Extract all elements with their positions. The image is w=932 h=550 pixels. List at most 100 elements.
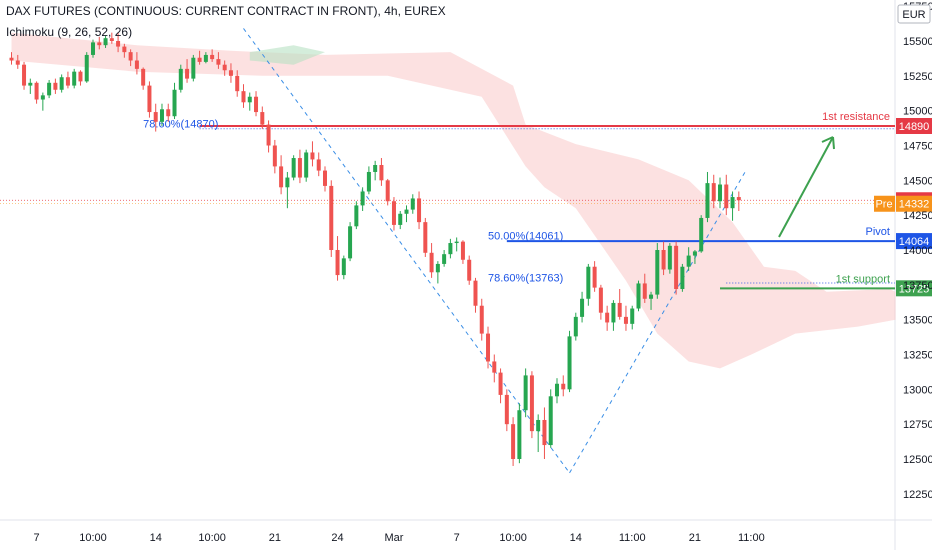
- candle-body: [354, 205, 359, 227]
- candle-body: [235, 75, 240, 92]
- candle-body: [504, 394, 509, 425]
- y-tick-label: 14750: [903, 141, 932, 153]
- candle-body: [91, 42, 96, 55]
- candle-body: [247, 96, 252, 103]
- candle-body: [134, 60, 139, 69]
- candle-body: [178, 68, 183, 90]
- candle-body: [147, 85, 152, 113]
- x-tick-label: 10:00: [79, 532, 107, 544]
- candle-body: [191, 57, 196, 79]
- candle-body: [536, 419, 541, 432]
- candle-body: [172, 89, 177, 117]
- fib-label: 78.60%(14870): [143, 118, 218, 130]
- candle-body: [254, 96, 259, 113]
- candle-body: [166, 109, 171, 117]
- price-tag: [896, 280, 932, 297]
- candle-body: [122, 46, 127, 53]
- x-tick-label: 21: [269, 532, 281, 544]
- candle-body: [348, 226, 353, 259]
- price-tag-label: 14064: [899, 236, 930, 248]
- candle-body: [241, 91, 246, 103]
- candle-body: [730, 197, 735, 209]
- candle-body: [655, 250, 660, 295]
- candle-body: [291, 158, 296, 178]
- y-tick-label: 14500: [903, 175, 932, 187]
- candle-body: [617, 302, 622, 317]
- candle-body: [210, 54, 215, 60]
- level-label: 1st support: [836, 273, 890, 285]
- x-tick-label: 10:00: [198, 532, 226, 544]
- y-tick-label: 12500: [903, 454, 932, 466]
- candle-body: [185, 68, 190, 79]
- candle-body: [116, 41, 121, 47]
- candle-body: [442, 254, 447, 264]
- candle-body: [417, 198, 422, 223]
- candle-body: [360, 191, 365, 206]
- candle-body: [28, 82, 33, 86]
- candle-body: [141, 68, 146, 86]
- candle-body: [304, 152, 309, 178]
- candle-body: [692, 251, 697, 256]
- candle-body: [285, 177, 290, 188]
- candle-body: [605, 312, 610, 323]
- candle-body: [379, 165, 384, 181]
- candle-body: [65, 77, 70, 86]
- candle-body: [680, 266, 685, 290]
- candle-body: [47, 82, 52, 96]
- candle-body: [329, 185, 334, 250]
- candle-body: [523, 375, 528, 411]
- price-tag-label: 14332: [899, 199, 930, 211]
- candle-body: [724, 184, 729, 209]
- y-tick-label: 14000: [903, 245, 932, 257]
- candle-body: [216, 59, 221, 65]
- y-tick-label: 15250: [903, 71, 932, 83]
- candle-body: [529, 375, 534, 432]
- candle-body: [517, 410, 522, 459]
- candle-body: [391, 201, 396, 225]
- x-tick-label: 14: [150, 532, 162, 544]
- x-tick-label: 14: [570, 532, 582, 544]
- candle-body: [366, 171, 371, 192]
- candle-body: [642, 283, 647, 299]
- candle-body: [630, 308, 635, 324]
- y-tick-label: 13500: [903, 315, 932, 327]
- chart-title: DAX FUTURES (CONTINUOUS: CURRENT CONTRAC…: [6, 4, 446, 18]
- candle-body: [97, 42, 102, 46]
- candle-body: [718, 184, 723, 202]
- y-tick-label: 13000: [903, 384, 932, 396]
- candle-body: [623, 316, 628, 324]
- x-tick-label: 11:00: [738, 532, 765, 544]
- candle-body: [128, 52, 133, 61]
- x-tick-label: 24: [331, 532, 343, 544]
- candle-body: [667, 245, 672, 270]
- candle-body: [611, 302, 616, 323]
- candle-body: [573, 316, 578, 337]
- candle-body: [59, 77, 64, 90]
- candle-body: [40, 95, 45, 100]
- candle-body: [159, 109, 164, 122]
- candle-body: [561, 383, 566, 390]
- candle-body: [222, 64, 227, 71]
- candle-body: [341, 258, 346, 276]
- candle-body: [272, 145, 277, 167]
- level-label: 1st resistance: [822, 111, 890, 123]
- candle-body: [542, 419, 547, 446]
- y-tick-label: 13750: [903, 280, 932, 292]
- price-tag: [896, 117, 932, 134]
- candle-body: [9, 57, 14, 61]
- candle-body: [197, 57, 202, 62]
- y-tick-label: 14250: [903, 210, 932, 222]
- candle-body: [580, 298, 585, 317]
- y-tick-label: 15000: [903, 106, 932, 118]
- price-tag-label: 14890: [899, 121, 930, 133]
- candle-body: [373, 165, 378, 172]
- candle-body: [84, 54, 89, 82]
- candle-body: [686, 255, 691, 267]
- candle-body: [385, 180, 390, 202]
- currency-label: EUR: [902, 9, 925, 21]
- candle-body: [492, 361, 497, 373]
- candle-body: [78, 71, 83, 82]
- candle-body: [266, 124, 271, 146]
- level-label: Pivot: [866, 226, 890, 238]
